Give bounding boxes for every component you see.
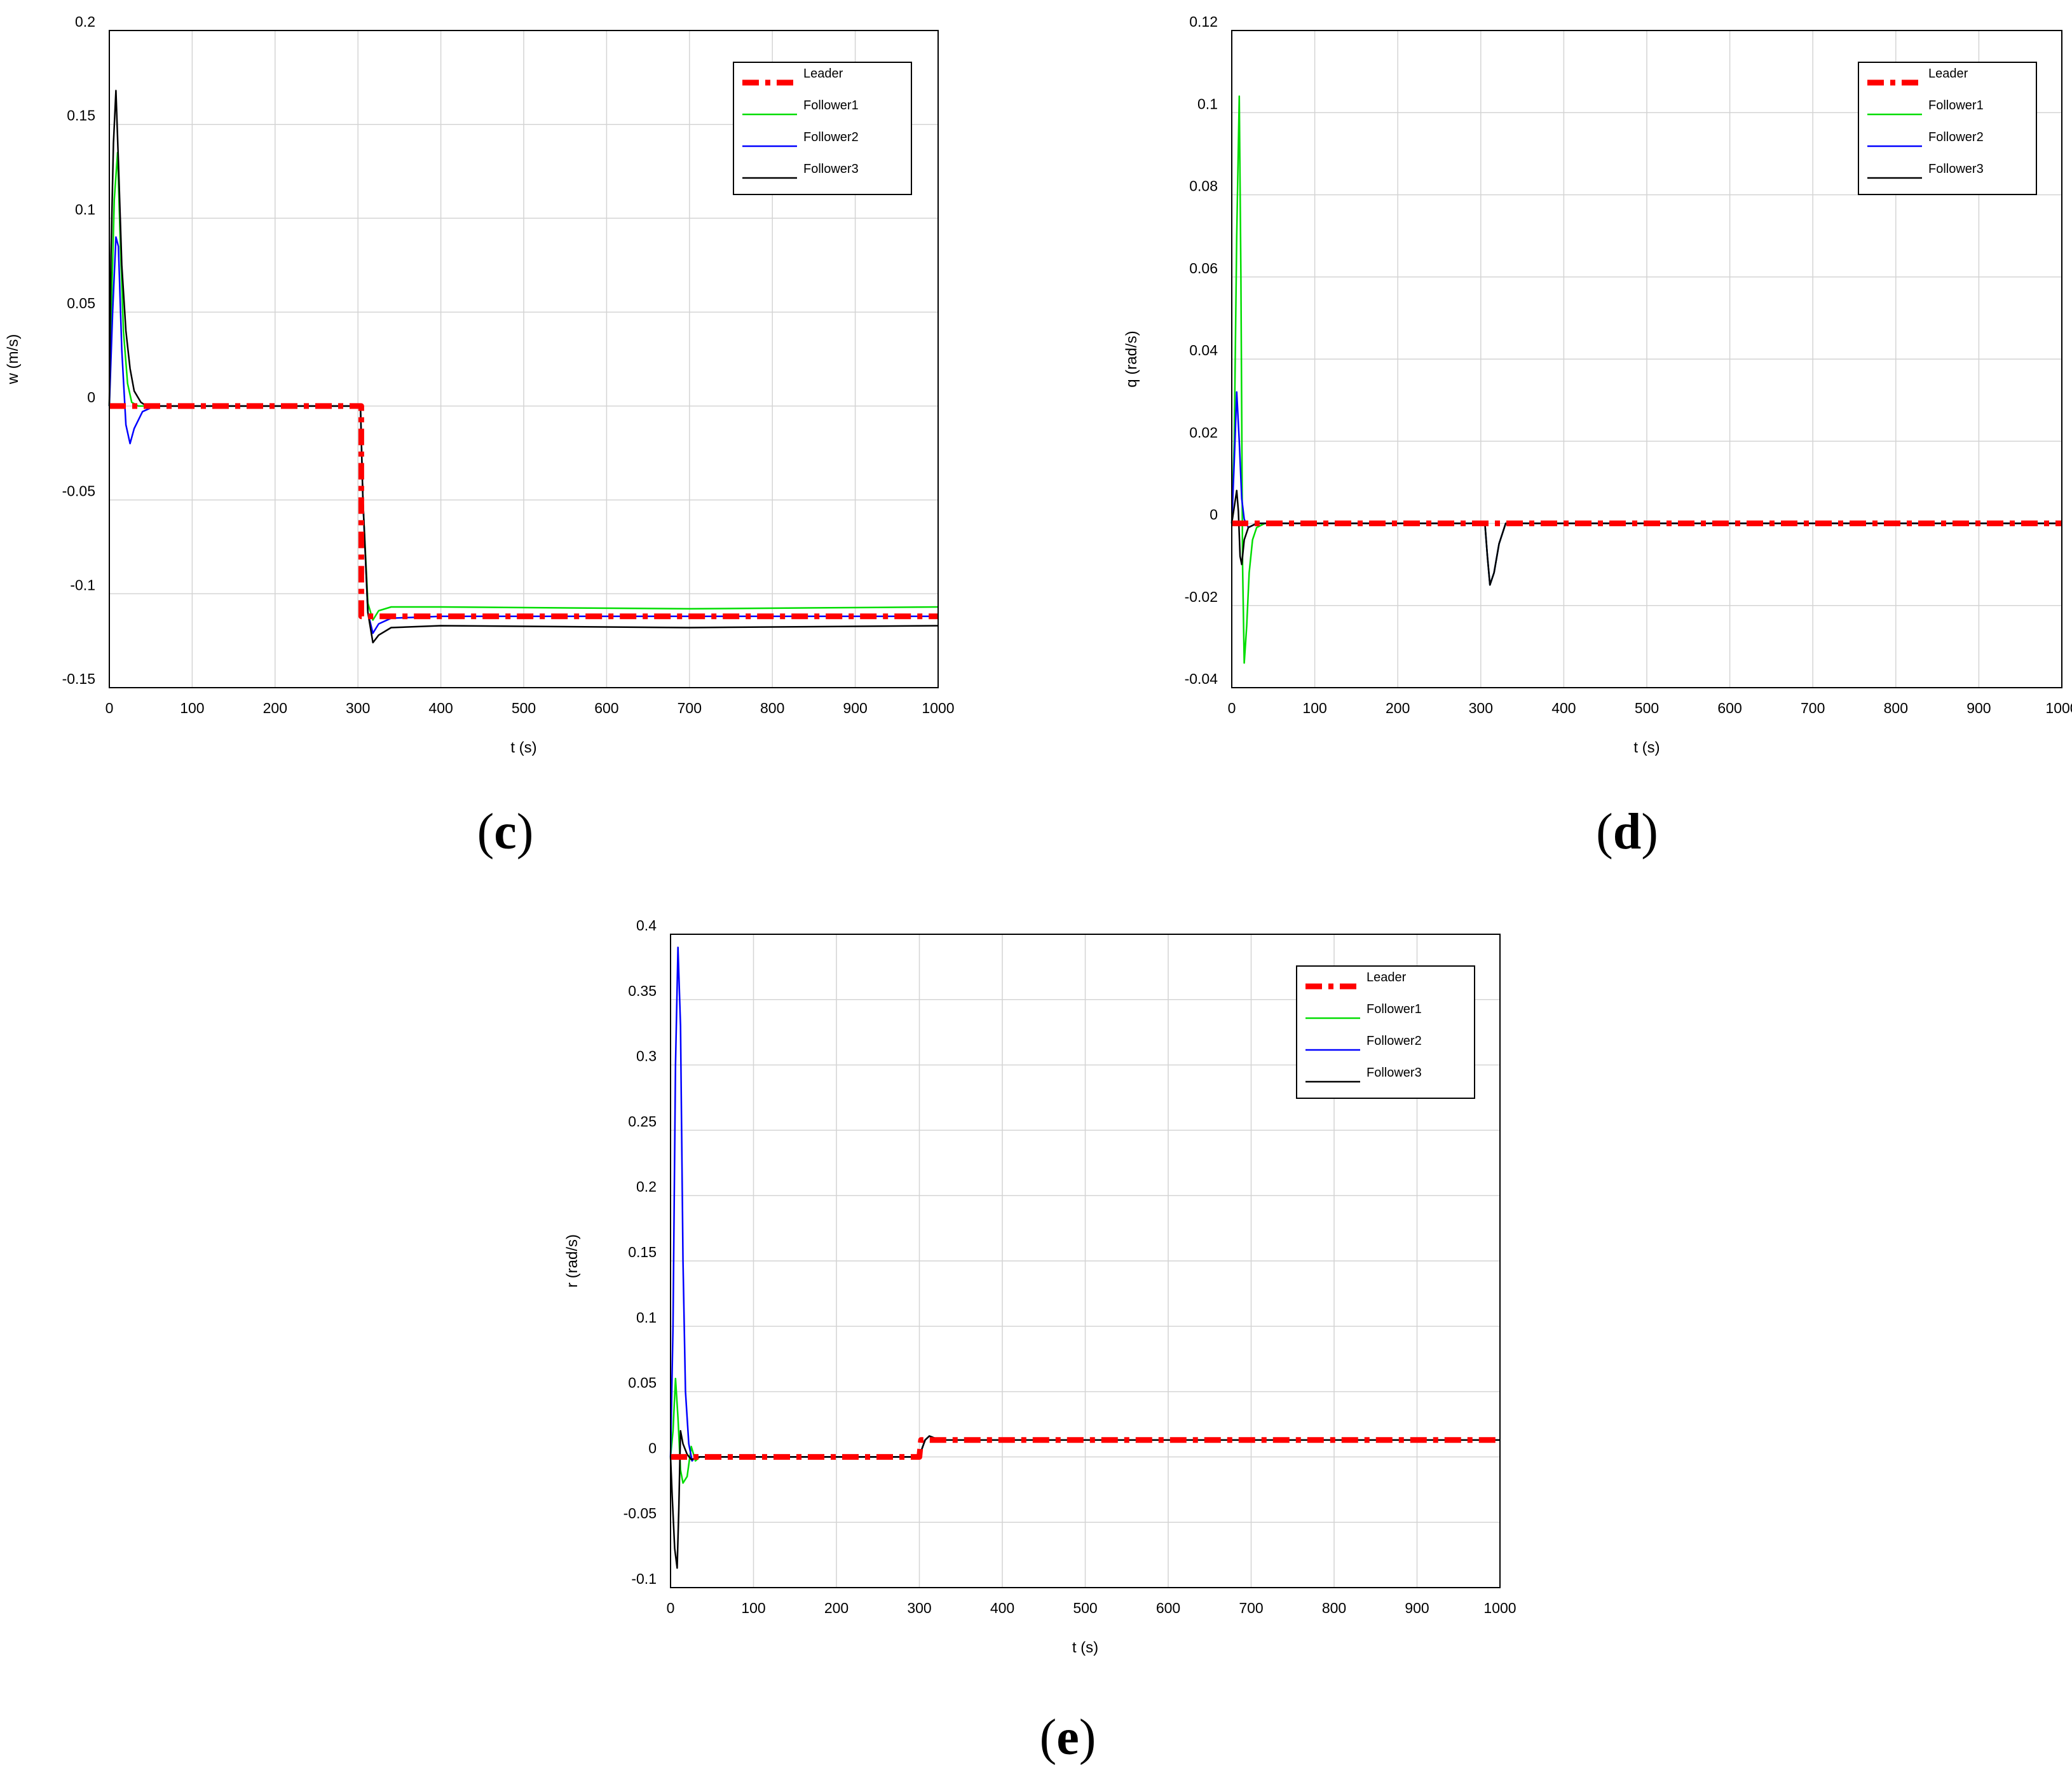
x-tick-label: 800 (1884, 700, 1908, 716)
panel-caption: (c) (477, 804, 534, 860)
legend: Leader Follower1 Follower2 Follower3 (733, 62, 912, 195)
y-tick-label: 0.25 (628, 1113, 657, 1129)
chart-panel-d: 0 100 200 300 400 500 600 700 800 900 1000 -0.04 -0.… (1123, 13, 2072, 860)
x-tick-label: 600 (594, 700, 618, 716)
legend: Leader Follower1 Follower2 Follower3 (1296, 965, 1475, 1099)
y-tick-label: -0.04 (1185, 671, 1218, 687)
y-tick-label: 0 (87, 389, 95, 405)
legend-label-leader: Leader (803, 67, 843, 81)
y-axis-label: q (rad/s) (1123, 330, 1140, 387)
x-tick-label: 100 (1302, 700, 1326, 716)
x-tick-label: 400 (428, 700, 453, 716)
legend-label-follower3: Follower3 (803, 162, 859, 176)
series-line-leader (109, 403, 938, 620)
x-tick-label: 300 (1469, 700, 1493, 716)
legend-label-follower3: Follower3 (1367, 1066, 1422, 1080)
series-line-leader (671, 1437, 1500, 1460)
y-tick-label: 0.08 (1189, 178, 1218, 194)
axes-frame (670, 934, 1501, 1588)
x-tick-label: 800 (1322, 1600, 1346, 1616)
x-tick-label: 100 (741, 1600, 765, 1616)
y-tick-label: 0.15 (628, 1244, 657, 1260)
x-tick-label: 0 (106, 700, 114, 716)
legend-label-follower3: Follower3 (1928, 162, 1984, 176)
y-tick-label: 0.06 (1189, 260, 1218, 276)
y-tick-label: -0.1 (631, 1570, 657, 1587)
x-tick-label: 700 (678, 700, 702, 716)
y-tick-label: 0.4 (636, 917, 657, 934)
legend-label-follower2: Follower2 (1367, 1034, 1422, 1048)
y-tick-label: 0.3 (636, 1048, 657, 1065)
x-tick-label: 600 (1156, 1600, 1180, 1616)
y-tick-label: 0.05 (628, 1375, 657, 1391)
x-tick-label: 200 (1386, 700, 1410, 716)
legend-label-leader: Leader (1367, 970, 1407, 984)
legend-box (1296, 965, 1475, 1099)
y-tick-label: -0.05 (624, 1505, 657, 1522)
y-tick-label: 0 (1210, 507, 1218, 523)
y-axis-label: w (m/s) (4, 334, 22, 385)
chart-panel-e: 0 100 200 300 400 500 600 700 800 900 1000 -0.1 -0.0… (564, 917, 1517, 1766)
x-tick-label: 200 (824, 1600, 849, 1616)
x-tick-label: 900 (843, 700, 867, 716)
x-tick-label: 800 (760, 700, 784, 716)
y-tick-label: 0.1 (75, 201, 95, 217)
y-tick-label: 0.35 (628, 983, 657, 999)
y-tick-label: 0.04 (1189, 342, 1218, 358)
legend-label-follower2: Follower2 (1928, 130, 1984, 144)
x-tick-label: 500 (1635, 700, 1659, 716)
x-tick-label: 0 (1228, 700, 1236, 716)
y-tick-label: 0.15 (67, 107, 95, 124)
x-tick-label: 700 (1801, 700, 1825, 716)
x-axis-label: t (s) (1633, 739, 1660, 756)
x-axis-label: t (s) (1072, 1639, 1098, 1656)
x-tick-label: 700 (1239, 1600, 1263, 1616)
chart-panel-c: 0 100 200 300 400 500 600 700 800 900 1000 -0.15 -0.… (4, 13, 955, 860)
y-tick-label: 0.1 (1197, 95, 1218, 112)
axes-frame (109, 30, 939, 688)
x-tick-label: 1000 (922, 700, 954, 716)
y-tick-label: 0.1 (636, 1309, 657, 1326)
x-tick-label: 300 (346, 700, 370, 716)
y-tick-label: -0.15 (62, 671, 95, 687)
series-line-follower3 (669, 1430, 1500, 1569)
y-tick-label: 0.12 (1189, 13, 1218, 30)
x-tick-label: 400 (990, 1600, 1014, 1616)
legend-box (1858, 62, 2037, 195)
legend-label-leader: Leader (1928, 67, 1968, 81)
x-tick-label: 100 (180, 700, 204, 716)
y-tick-label: 0.05 (67, 295, 95, 311)
x-tick-label: 200 (263, 700, 287, 716)
x-tick-label: 0 (667, 1600, 675, 1616)
legend-label-follower1: Follower1 (1928, 99, 1984, 112)
y-tick-label: 0.2 (75, 13, 95, 30)
x-axis-label: t (s) (510, 739, 536, 756)
legend-label-follower1: Follower1 (1367, 1002, 1422, 1016)
panel-caption: (d) (1596, 804, 1658, 860)
x-tick-label: 1000 (2045, 700, 2072, 716)
y-axis-label: r (rad/s) (564, 1234, 581, 1288)
y-tick-label: 0.2 (636, 1178, 657, 1195)
x-tick-label: 300 (907, 1600, 931, 1616)
legend: Leader Follower1 Follower2 Follower3 (1858, 62, 2037, 195)
x-tick-label: 900 (1966, 700, 1991, 716)
y-tick-label: -0.05 (62, 483, 95, 500)
panel-caption: (e) (1040, 1710, 1096, 1766)
x-tick-label: 500 (512, 700, 536, 716)
y-tick-label: -0.1 (70, 576, 95, 593)
legend-label-follower1: Follower1 (803, 99, 859, 112)
x-tick-label: 500 (1073, 1600, 1097, 1616)
y-tick-label: 0.02 (1189, 424, 1218, 440)
x-tick-label: 600 (1717, 700, 1741, 716)
x-tick-label: 900 (1405, 1600, 1429, 1616)
legend-box (733, 62, 912, 195)
legend-label-follower2: Follower2 (803, 130, 859, 144)
x-tick-label: 400 (1551, 700, 1576, 716)
x-tick-label: 1000 (1483, 1600, 1516, 1616)
axes-frame (1231, 30, 2062, 688)
y-tick-label: 0 (648, 1440, 657, 1456)
y-tick-label: -0.02 (1185, 589, 1218, 605)
